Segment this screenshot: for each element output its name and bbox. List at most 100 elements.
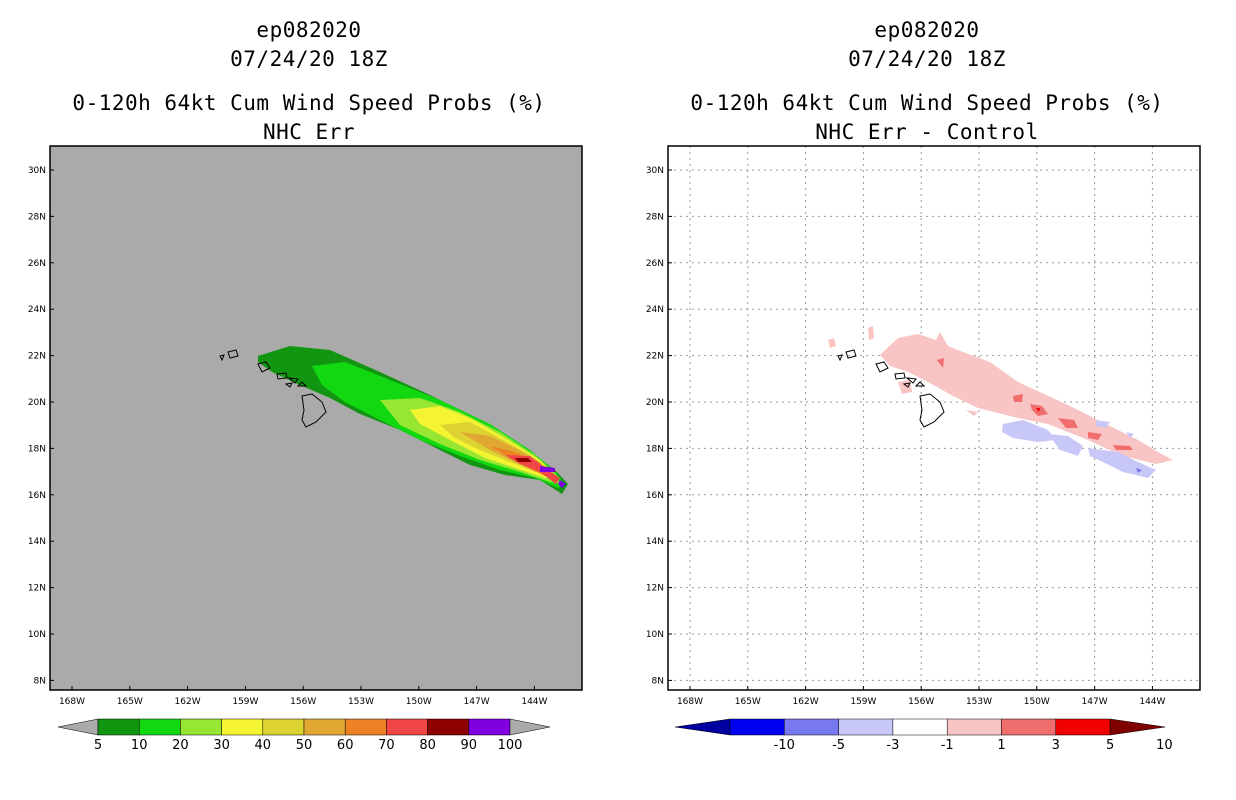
left-map-background bbox=[50, 146, 582, 690]
colorbar-label: -3 bbox=[886, 738, 899, 753]
colorbar-swatch bbox=[838, 718, 894, 736]
lat-label: 12N bbox=[646, 584, 664, 594]
lon-label: 144W bbox=[1139, 697, 1165, 707]
lat-label: 28N bbox=[28, 212, 46, 222]
lon-label: 153W bbox=[966, 697, 992, 707]
colorbar-label: -10 bbox=[774, 738, 795, 753]
right-title: 0-120h 64kt Cum Wind Speed Probs (%) bbox=[690, 91, 1164, 115]
right-storm-id: ep082020 bbox=[874, 18, 980, 42]
colorbar-label: 10 bbox=[1156, 738, 1173, 753]
lat-label: 26N bbox=[28, 259, 46, 269]
lon-label: 162W bbox=[793, 697, 819, 707]
lon-label: 156W bbox=[290, 697, 316, 707]
lon-label: 162W bbox=[175, 697, 201, 707]
colorbar-swatch bbox=[1001, 718, 1057, 736]
colorbar-label: 100 bbox=[498, 738, 523, 753]
lat-label: 22N bbox=[28, 352, 46, 362]
left-axes: 30N 28N 26N 24N 22N 20N 18N 16N 14N 12N 10N 8N 168W 1… bbox=[28, 166, 548, 707]
colorbar-swatch bbox=[303, 718, 346, 736]
colorbar-label: 50 bbox=[296, 738, 313, 753]
lat-label: 22N bbox=[646, 352, 664, 362]
left-datetime: 07/24/20 18Z bbox=[230, 47, 388, 71]
left-hawaii-islands bbox=[219, 349, 327, 428]
colorbar-swatch bbox=[180, 718, 222, 736]
lon-label: 159W bbox=[232, 697, 258, 707]
colorbar-label: 10 bbox=[131, 738, 148, 753]
colorbar-label: 3 bbox=[1052, 738, 1060, 753]
colorbar-swatch bbox=[221, 718, 264, 736]
colorbar-swatch bbox=[729, 718, 785, 736]
colorbar-swatch bbox=[262, 718, 305, 736]
colorbar-swatch bbox=[97, 718, 140, 736]
lon-label: 165W bbox=[117, 697, 143, 707]
colorbar-swatch bbox=[138, 718, 181, 736]
lat-label: 20N bbox=[28, 398, 46, 408]
colorbar-swatch bbox=[344, 718, 387, 736]
lat-label: 20N bbox=[646, 398, 664, 408]
colorbar-label: 5 bbox=[1106, 738, 1114, 753]
right-datetime: 07/24/20 18Z bbox=[848, 47, 1006, 71]
lat-label: 16N bbox=[28, 491, 46, 501]
colorbar-low-arrow bbox=[57, 718, 99, 736]
left-title: 0-120h 64kt Cum Wind Speed Probs (%) bbox=[72, 91, 546, 115]
colorbar-label: 20 bbox=[172, 738, 189, 753]
left-panel: ep082020 07/24/20 18Z 0-120h 64kt Cum Wi… bbox=[28, 18, 583, 753]
colorbar-high-arrow bbox=[1109, 718, 1166, 736]
colorbar-label: 80 bbox=[419, 738, 436, 753]
colorbar-high-arrow bbox=[509, 718, 551, 736]
lon-label: 168W bbox=[677, 697, 703, 707]
lat-label: 30N bbox=[646, 166, 664, 176]
lon-label: 144W bbox=[521, 697, 547, 707]
colorbar-label: 70 bbox=[378, 738, 395, 753]
colorbar-label: 30 bbox=[213, 738, 230, 753]
colorbar-swatch bbox=[946, 718, 1002, 736]
colorbar-swatch bbox=[784, 718, 839, 736]
lat-label: 14N bbox=[646, 537, 664, 547]
left-map-frame bbox=[49, 145, 583, 691]
lat-label: 16N bbox=[646, 491, 664, 501]
lon-label: 156W bbox=[908, 697, 934, 707]
lat-label: 28N bbox=[646, 212, 664, 222]
lon-label: 147W bbox=[464, 697, 490, 707]
left-subtitle: NHC Err bbox=[262, 120, 355, 144]
right-map-frame bbox=[667, 145, 1201, 691]
lat-label: 12N bbox=[28, 584, 46, 594]
left-probability-swath bbox=[258, 346, 568, 494]
lon-label: 153W bbox=[348, 697, 374, 707]
lat-label: 30N bbox=[28, 166, 46, 176]
lat-label: 8N bbox=[652, 676, 664, 686]
colorbar-low-arrow bbox=[674, 718, 731, 736]
lat-label: 24N bbox=[28, 305, 46, 315]
colorbar-swatch bbox=[468, 718, 511, 736]
colorbar-swatch bbox=[386, 718, 428, 736]
right-axes: 30N 28N 26N 24N 22N 20N 18N 16N 14N 12N 10N 8N 168W 1… bbox=[646, 166, 1166, 707]
colorbar-label: 5 bbox=[94, 738, 102, 753]
lat-label: 10N bbox=[646, 630, 664, 640]
lat-label: 10N bbox=[28, 630, 46, 640]
colorbar-swatch bbox=[892, 718, 948, 736]
colorbar-label: -1 bbox=[941, 738, 954, 753]
colorbar-label: 40 bbox=[255, 738, 272, 753]
left-colorbar: 5 10 20 30 40 50 60 70 80 90 100 bbox=[57, 718, 551, 753]
right-panel: ep082020 07/24/20 18Z 0-120h 64kt Cum Wi… bbox=[618, 0, 1236, 800]
lat-label: 26N bbox=[646, 259, 664, 269]
lat-label: 8N bbox=[34, 676, 46, 686]
left-map: 30N 28N 26N 24N 22N 20N 18N 16N 14N 12N 10N 8N 168W 1… bbox=[28, 145, 583, 753]
lon-label: 150W bbox=[406, 697, 432, 707]
lon-label: 150W bbox=[1024, 697, 1050, 707]
lat-label: 18N bbox=[28, 444, 46, 454]
colorbar-label: 60 bbox=[337, 738, 354, 753]
colorbar-label: 90 bbox=[461, 738, 478, 753]
lon-label: 147W bbox=[1082, 697, 1108, 707]
right-subtitle: NHC Err - Control bbox=[815, 120, 1039, 144]
lat-label: 18N bbox=[646, 444, 664, 454]
colorbar-label: 1 bbox=[997, 738, 1005, 753]
lon-label: 159W bbox=[850, 697, 876, 707]
lat-label: 14N bbox=[28, 537, 46, 547]
right-colorbar: -10 -5 -3 -1 1 3 5 10 bbox=[674, 718, 1173, 753]
lon-label: 168W bbox=[59, 697, 85, 707]
lon-label: 165W bbox=[735, 697, 761, 707]
right-map-background bbox=[668, 146, 1200, 690]
right-map: 30N 28N 26N 24N 22N 20N 18N 16N 14N 12N 10N 8N 168W 1… bbox=[646, 145, 1201, 753]
colorbar-swatch bbox=[427, 718, 470, 736]
